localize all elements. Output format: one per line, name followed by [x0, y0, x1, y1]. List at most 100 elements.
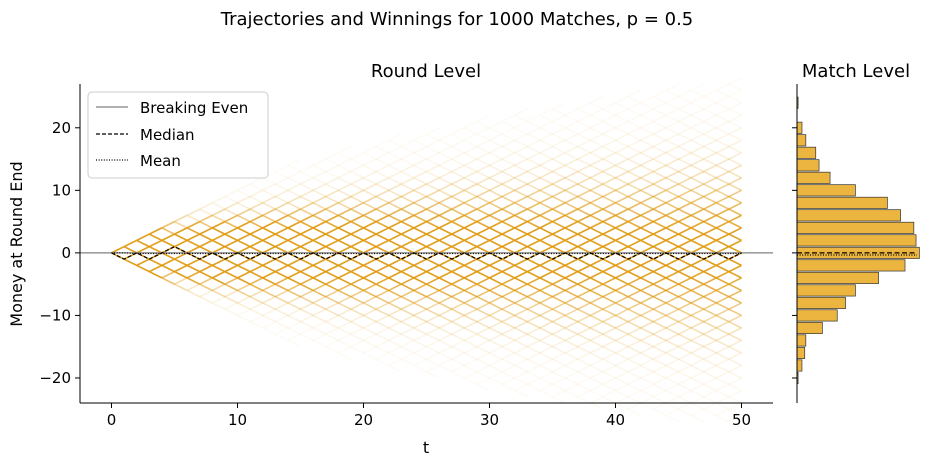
- trajectory-segment: [602, 383, 616, 392]
- trajectory-segment: [627, 314, 642, 323]
- trajectory-segment: [249, 258, 264, 267]
- trajectory-segment: [589, 364, 604, 373]
- x-tick-label: 10: [228, 411, 247, 429]
- trajectory-segment: [237, 245, 251, 254]
- trajectory-segment: [526, 152, 541, 160]
- trajectory-segment: [426, 295, 440, 304]
- trajectory-segment: [463, 308, 478, 317]
- trajectory-segment: [728, 108, 742, 116]
- trajectory-segment: [652, 277, 667, 285]
- trajectory-segment: [577, 383, 591, 392]
- trajectory-segment: [426, 183, 440, 192]
- legend-frame: [87, 91, 269, 179]
- trajectory-segment: [678, 289, 692, 298]
- trajectory-segment: [602, 283, 616, 292]
- trajectory-segment: [589, 302, 604, 310]
- trajectory-segment: [325, 220, 339, 229]
- trajectory-segment: [426, 345, 440, 354]
- trajectory-segment: [350, 164, 364, 173]
- trajectory-segment: [400, 195, 415, 204]
- trajectory-segment: [665, 214, 679, 223]
- trajectory-segment: [615, 102, 629, 110]
- trajectory-segment: [627, 108, 642, 116]
- trajectory-segment: [136, 264, 150, 273]
- trajectory-segment: [552, 195, 566, 204]
- trajectory-segment: [678, 408, 692, 417]
- histogram-bar: [796, 234, 917, 247]
- trajectory-segment: [476, 264, 490, 273]
- trajectory-segment: [640, 139, 654, 148]
- trajectory-segment: [312, 314, 327, 323]
- trajectory-segment: [728, 358, 742, 367]
- trajectory-segment: [300, 233, 314, 242]
- trajectory-segment: [337, 233, 352, 242]
- trajectory-segment: [690, 333, 705, 342]
- trajectory-segment: [476, 245, 490, 254]
- trajectory-segment: [665, 414, 679, 423]
- trajectory-segment: [665, 227, 679, 235]
- trajectory-segment: [186, 270, 201, 279]
- trajectory-segment: [728, 214, 742, 223]
- trajectory-segment: [602, 358, 616, 367]
- trajectory-segment: [312, 183, 327, 192]
- trajectory-segment: [476, 139, 490, 148]
- trajectory-segment: [350, 239, 364, 248]
- trajectory-segment: [514, 270, 528, 279]
- trajectory-segment: [514, 245, 528, 254]
- trajectory-segment: [476, 114, 490, 123]
- trajectory-segment: [413, 314, 427, 323]
- trajectory-segment: [703, 114, 717, 123]
- trajectory-segment: [337, 270, 352, 279]
- trajectory-segment: [715, 177, 730, 185]
- trajectory-segment: [665, 383, 679, 392]
- trajectory-segment: [514, 152, 528, 160]
- trajectory-segment: [526, 314, 541, 323]
- trajectory-segment: [312, 295, 327, 304]
- trajectory-segment: [728, 127, 742, 135]
- trajectory-segment: [589, 183, 604, 192]
- trajectory-segment: [400, 227, 415, 235]
- trajectory-segment: [451, 314, 465, 323]
- trajectory-segment: [728, 245, 742, 254]
- trajectory-segment: [665, 402, 679, 410]
- trajectory-segment: [476, 320, 490, 329]
- trajectory-segment: [300, 202, 314, 210]
- trajectory-segment: [375, 170, 390, 179]
- trajectory-segment: [274, 302, 289, 310]
- trajectory-segment: [715, 396, 730, 404]
- trajectory-segment: [337, 164, 352, 173]
- trajectory-segment: [426, 258, 440, 267]
- trajectory-segment: [375, 339, 390, 348]
- trajectory-segment: [337, 333, 352, 342]
- trajectory-segment: [539, 195, 553, 204]
- trajectory-segment: [337, 345, 352, 354]
- trajectory-segment: [665, 114, 679, 123]
- trajectory-segment: [287, 195, 301, 204]
- trajectory-segment: [627, 239, 642, 248]
- trajectory-segment: [262, 233, 276, 242]
- trajectory-segment: [615, 114, 629, 123]
- trajectory-segment: [489, 327, 503, 335]
- trajectory-segment: [363, 333, 377, 342]
- trajectory-segment: [577, 120, 591, 129]
- trajectory-segment: [577, 245, 591, 254]
- trajectory-segment: [463, 364, 478, 373]
- trajectory-segment: [463, 295, 478, 304]
- trajectory-segment: [400, 245, 415, 254]
- trajectory-segment: [262, 295, 276, 304]
- trajectory-segment: [602, 233, 616, 242]
- trajectory-segment: [703, 389, 717, 398]
- trajectory-segment: [514, 189, 528, 198]
- trajectory-segment: [476, 133, 490, 142]
- trajectory-segment: [690, 170, 705, 179]
- trajectory-segment: [526, 227, 541, 235]
- trajectory-segment: [564, 383, 579, 392]
- trajectory-segment: [463, 283, 478, 292]
- trajectory-segment: [489, 127, 503, 135]
- trajectory-segment: [539, 227, 553, 235]
- trajectory-segment: [451, 352, 465, 360]
- trajectory-segment: [489, 214, 503, 223]
- trajectory-segment: [715, 120, 730, 129]
- trajectory-segment: [300, 258, 314, 267]
- trajectory-segment: [300, 177, 314, 185]
